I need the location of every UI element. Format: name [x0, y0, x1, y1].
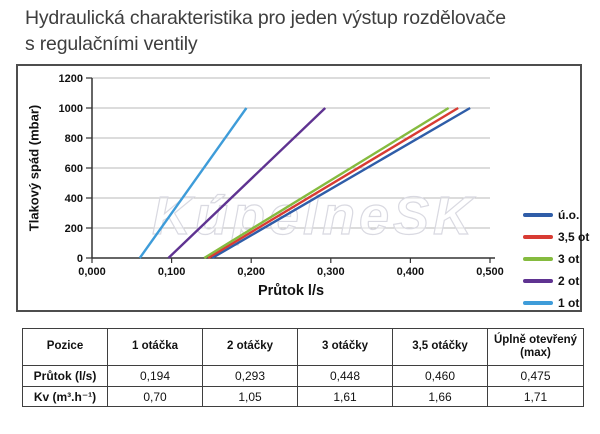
legend-item: 3,5 ot [523, 226, 589, 248]
svg-text:0,100: 0,100 [158, 266, 186, 278]
table-cell: 0,475 [487, 365, 584, 387]
svg-text:800: 800 [65, 133, 83, 145]
table-cell: 0,293 [202, 365, 298, 387]
table-cell: 0,70 [107, 386, 203, 407]
legend-item: 1 ot [523, 292, 589, 314]
chart-panel: KúpelneSK 0 200 400 600 800 1000 1200 0,000 0,100… [16, 64, 589, 312]
legend-line-sample [523, 301, 553, 305]
y-axis-title: Tlakový spád (mbar) [26, 104, 42, 232]
table-header-row: Pozice 1 otáčka 2 otáčky 3 otáčky 3,5 ot… [22, 328, 584, 366]
table-row-label: Kv (m³.h⁻¹) [22, 386, 108, 407]
legend-label: ú.o. [558, 208, 580, 222]
legend-label: 3 ot [558, 252, 580, 266]
table-cell: 1,71 [487, 386, 584, 407]
legend-item: 3 ot [523, 248, 589, 270]
table-row: Kv (m³.h⁻¹) 0,70 1,05 1,61 1,66 1,71 [22, 386, 584, 407]
svg-text:0,500: 0,500 [476, 266, 504, 278]
legend-line-sample [523, 279, 553, 283]
table-header-cell: Úplně otevřený (max) [487, 328, 584, 366]
legend-line-sample [523, 235, 553, 239]
legend-line-sample [523, 213, 553, 217]
table-header-cell: 3,5 otáčky [392, 328, 488, 366]
svg-text:200: 200 [65, 223, 83, 235]
legend-label: 2 ot [558, 274, 580, 288]
table-cell: 1,61 [297, 386, 393, 407]
valve-settings-table: Pozice 1 otáčka 2 otáčky 3 otáčky 3,5 ot… [22, 328, 584, 407]
table-cell: 0,194 [107, 365, 203, 387]
svg-text:600: 600 [65, 163, 83, 175]
table-row: Průtok (l/s) 0,194 0,293 0,448 0,460 0,4… [22, 365, 584, 387]
chart-legend: ú.o. 3,5 ot 3 ot 2 ot 1 ot [523, 204, 589, 314]
legend-label: 3,5 ot [558, 230, 590, 244]
legend-label: 1 ot [558, 296, 580, 310]
svg-text:400: 400 [65, 193, 83, 205]
svg-text:0: 0 [77, 253, 83, 265]
table-cell: 1,05 [202, 386, 298, 407]
table-row-label: Průtok (l/s) [22, 365, 108, 387]
svg-text:0,000: 0,000 [78, 266, 106, 278]
table-header-cell: Pozice [22, 328, 108, 366]
table-header-cell: 3 otáčky [297, 328, 393, 366]
svg-text:0,200: 0,200 [237, 266, 265, 278]
table-cell: 0,448 [297, 365, 393, 387]
svg-text:1000: 1000 [59, 103, 83, 115]
svg-text:0,400: 0,400 [397, 266, 425, 278]
legend-item: 2 ot [523, 270, 589, 292]
page-title: Hydraulická charakteristika pro jeden vý… [25, 7, 506, 55]
table-header-cell: 2 otáčky [202, 328, 298, 366]
table-header-cell: 1 otáčka [107, 328, 203, 366]
table-cell: 1,66 [392, 386, 488, 407]
legend-line-sample [523, 257, 553, 261]
x-axis-title: Průtok l/s [257, 283, 325, 299]
svg-text:1200: 1200 [59, 73, 83, 85]
legend-item: ú.o. [523, 204, 589, 226]
table-cell: 0,460 [392, 365, 488, 387]
svg-text:0,300: 0,300 [317, 266, 345, 278]
